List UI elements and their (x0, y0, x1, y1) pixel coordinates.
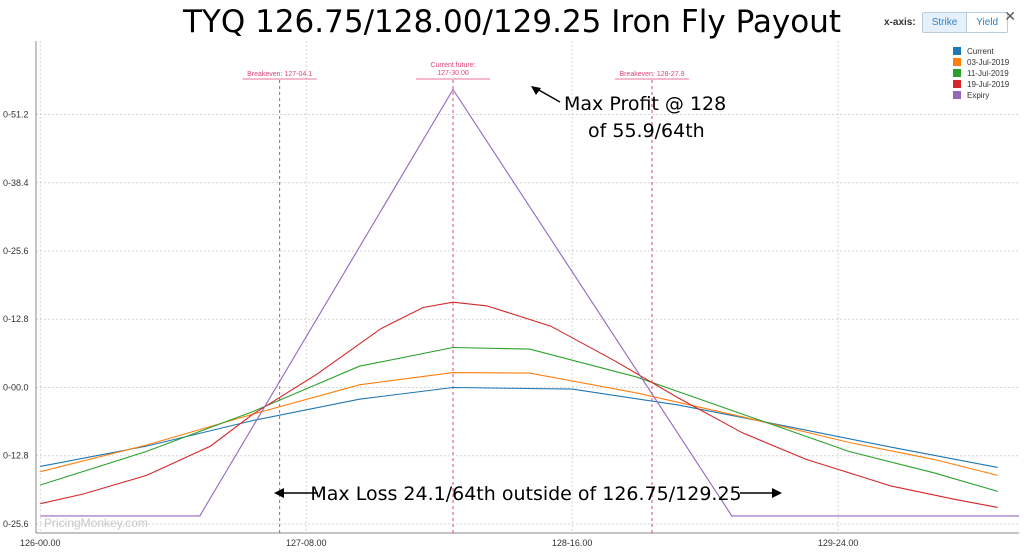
x-tick-label: 128-16.00 (552, 538, 593, 548)
max-profit-arrowhead (531, 86, 541, 95)
legend-swatch (953, 80, 961, 88)
y-tick-label: 0-12.8 (3, 314, 29, 324)
y-tick-label: 0-38.4 (3, 178, 29, 188)
legend-swatch (953, 91, 961, 99)
x-tick-label: 127-08.00 (286, 538, 327, 548)
series-line-19-jul-2019 (40, 301, 998, 508)
y-tick-label: 0-25.6 (3, 246, 29, 256)
max-loss-arrowhead-left (274, 488, 284, 498)
max-loss-annotation: Max Loss 24.1/64th outside of 126.75/129… (310, 483, 741, 505)
legend-entry: 11-Jul-2019 (967, 69, 1009, 78)
yield-button[interactable]: Yield (976, 16, 999, 28)
x-axis-toggle-label: x-axis: (884, 16, 916, 28)
legend-swatch (953, 69, 961, 77)
y-tick-label: 0-51.2 (3, 110, 29, 120)
watermark: PricingMonkey.com (44, 516, 148, 530)
marker-label: Breakeven: 128-27.9 (619, 71, 684, 78)
y-tick-label: 0-12.8 (3, 451, 29, 461)
series-line-11-jul-2019 (40, 346, 998, 492)
legend-entry: 19-Jul-2019 (967, 80, 1010, 89)
x-axis-toggle: x-axis: Strike Yield (884, 11, 1009, 33)
close-icon[interactable]: ✕ (1004, 8, 1016, 24)
max-profit-annotation-line2: of 55.9/64th (588, 120, 705, 142)
marker-label: Breakeven: 127-04.1 (247, 71, 312, 78)
series-line-expiry (40, 88, 1019, 517)
max-profit-arrow (536, 88, 561, 103)
x-tick-label: 129-24.00 (818, 538, 859, 548)
legend-entry: Expiry (967, 91, 989, 100)
x-axis-segmented-control: Strike Yield (921, 11, 1009, 33)
y-tick-label: 0-00.0 (3, 382, 29, 392)
y-tick-label: 0-25.6 (3, 519, 29, 529)
strike-button[interactable]: Strike (922, 12, 968, 32)
max-profit-annotation: Max Profit @ 128 (564, 93, 726, 115)
x-tick-label: 126-00.00 (20, 538, 61, 548)
legend-swatch (953, 58, 961, 66)
marker-label: 127-30.00 (437, 70, 469, 77)
legend-entry: Current (967, 47, 994, 56)
chart-title: TYQ 126.75/128.00/129.25 Iron Fly Payout (182, 4, 841, 40)
marker-label: Current future: (430, 62, 475, 69)
series-line-current (40, 386, 998, 468)
legend-swatch (953, 47, 961, 55)
legend-entry: 03-Jul-2019 (967, 58, 1010, 67)
max-loss-arrowhead-right (772, 488, 782, 498)
